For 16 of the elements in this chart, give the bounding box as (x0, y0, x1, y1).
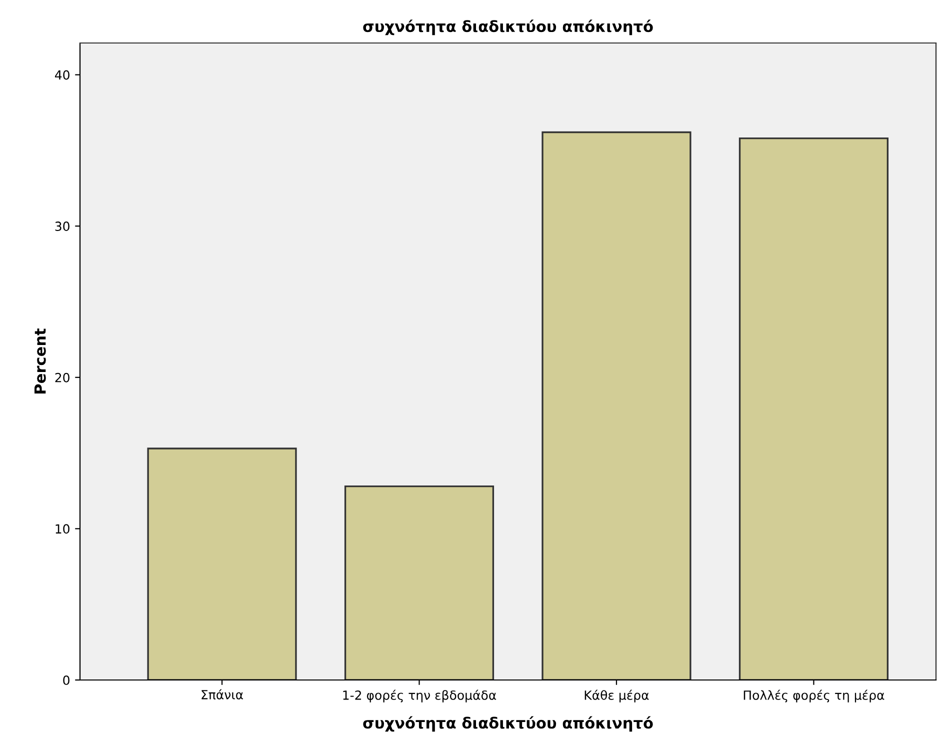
chart-title: συχνότητα διαδικτύου απόκινητό (363, 20, 653, 36)
x-axis-title: συχνότητα διαδικτύου απόκινητό (363, 716, 653, 732)
bar (738, 137, 889, 680)
bar (147, 448, 297, 680)
x-tick-label: 1-2 φορές την εβδομάδα (343, 690, 496, 702)
y-tick-label: 10 (56, 524, 70, 534)
y-tick-label: 40 (54, 70, 70, 80)
y-tick-label: 0 (63, 675, 70, 685)
y-axis-title: Percent (34, 328, 46, 394)
bar (344, 485, 494, 680)
x-tick-label: Σπάνια (202, 689, 243, 700)
bar (542, 131, 692, 680)
x-tick-label: Κάθε μέρα (584, 690, 649, 702)
y-tick-label: 20 (55, 372, 70, 382)
y-tick-label: 30 (55, 222, 70, 232)
x-tick-label: Πολλές φορές τη μέρα (744, 690, 884, 702)
